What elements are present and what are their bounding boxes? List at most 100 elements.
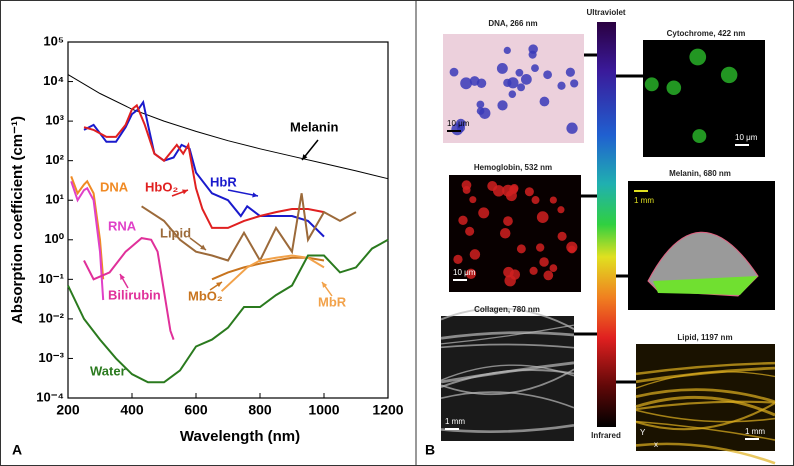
fiber [635, 395, 776, 417]
cell [539, 96, 550, 107]
arrow-head [200, 244, 206, 250]
y-tick-label: 10⁵ [43, 33, 64, 48]
arrow-head [252, 192, 258, 198]
spectrum-bar [597, 22, 616, 427]
cell [539, 257, 549, 267]
cell [516, 244, 526, 254]
y-tick-label: 10⁴ [43, 73, 64, 88]
x-tick-label: 1200 [372, 402, 403, 418]
cell [531, 64, 539, 73]
fiber [635, 388, 776, 404]
cell [499, 228, 511, 239]
fiber [635, 361, 776, 376]
series-label: MbO₂ [188, 288, 223, 303]
x-tick-label: 400 [120, 402, 144, 418]
series-label: Bilirubin [108, 287, 161, 302]
arrow-head [322, 282, 328, 288]
spectrum-bottom: Infrared [591, 431, 621, 440]
arrow-head [182, 189, 188, 195]
cell [517, 83, 525, 92]
y-tick-label: 10⁻³ [38, 350, 64, 365]
y-tick-label: 10¹ [45, 192, 64, 207]
series-label: Lipid [160, 225, 191, 240]
cell [487, 180, 498, 191]
series-line [67, 238, 389, 384]
cell [502, 184, 515, 197]
cell [565, 67, 575, 77]
panel-label: B [425, 442, 435, 458]
cell [543, 270, 554, 281]
image-caption: Lipid, 1197 nm [677, 333, 732, 342]
cell [503, 78, 512, 88]
cell [557, 231, 567, 241]
cell [692, 129, 707, 144]
fiber [440, 307, 575, 330]
series-line [70, 180, 105, 301]
scale-label: 10 μm [453, 268, 476, 277]
axis-x-glyph: x [654, 440, 658, 449]
cell [531, 196, 540, 205]
series-label: HbR [210, 174, 237, 189]
cell [458, 215, 468, 225]
series-line [220, 254, 325, 292]
y-tick-label: 10³ [45, 113, 64, 128]
fiber [635, 400, 776, 411]
x-tick-label: 800 [248, 402, 272, 418]
cell [566, 122, 578, 134]
cell [549, 196, 557, 204]
image-caption: Hemoglobin, 532 nm [474, 163, 552, 172]
cell [557, 81, 566, 90]
cell [496, 62, 508, 74]
fiber [440, 423, 575, 433]
series-label: RNA [108, 218, 137, 233]
series-line [83, 237, 175, 340]
x-axis-label: Wavelength (nm) [180, 428, 300, 445]
cell [478, 207, 490, 219]
cell [469, 196, 477, 204]
y-tick-label: 10⁰ [44, 231, 64, 246]
cell [568, 245, 576, 254]
image-caption: DNA, 266 nm [488, 19, 537, 28]
cell [524, 187, 534, 197]
arrow-head [120, 274, 125, 280]
y-tick-label: 10⁻⁴ [36, 389, 64, 404]
cell [508, 90, 517, 98]
cell [469, 249, 481, 260]
cell [570, 79, 579, 88]
cell [689, 48, 707, 66]
scale-label: 10 μm [447, 119, 470, 128]
y-tick-label: 10² [45, 152, 64, 167]
cell [557, 206, 565, 214]
fiber [635, 366, 776, 384]
arrow-head [302, 154, 308, 160]
series-line [67, 74, 389, 180]
cell [476, 100, 485, 109]
arrow-head [216, 282, 222, 288]
cell [515, 68, 524, 77]
scale-label: 10 μm [735, 133, 758, 142]
plot-frame [67, 41, 389, 399]
spectrum-top: Ultraviolet [586, 8, 625, 17]
series-line [70, 176, 105, 280]
cell [449, 67, 459, 77]
series-label: MbR [318, 294, 347, 309]
image-caption: Melanin, 680 nm [669, 169, 731, 178]
image-caption: Cytochrome, 422 nm [667, 29, 746, 38]
x-tick-label: 600 [184, 402, 208, 418]
cell [453, 254, 463, 265]
cell [469, 76, 480, 86]
cell [479, 107, 491, 119]
panel-b: B Ultraviolet Infrared DNA, 266 nm 10 μm C… [425, 8, 776, 465]
cell [465, 226, 475, 236]
cell [543, 70, 552, 80]
cell [504, 274, 516, 287]
scale-label: 1 mm [745, 427, 765, 436]
cell [497, 100, 508, 111]
scale-label: 1 mm [445, 417, 465, 426]
fiber [440, 324, 575, 345]
cell [644, 77, 659, 92]
y-axis-label: Absorption coefficient (cm⁻¹) [9, 116, 26, 324]
scale-label: 1 mm [634, 196, 654, 205]
cell [535, 243, 545, 252]
cell [549, 264, 558, 273]
